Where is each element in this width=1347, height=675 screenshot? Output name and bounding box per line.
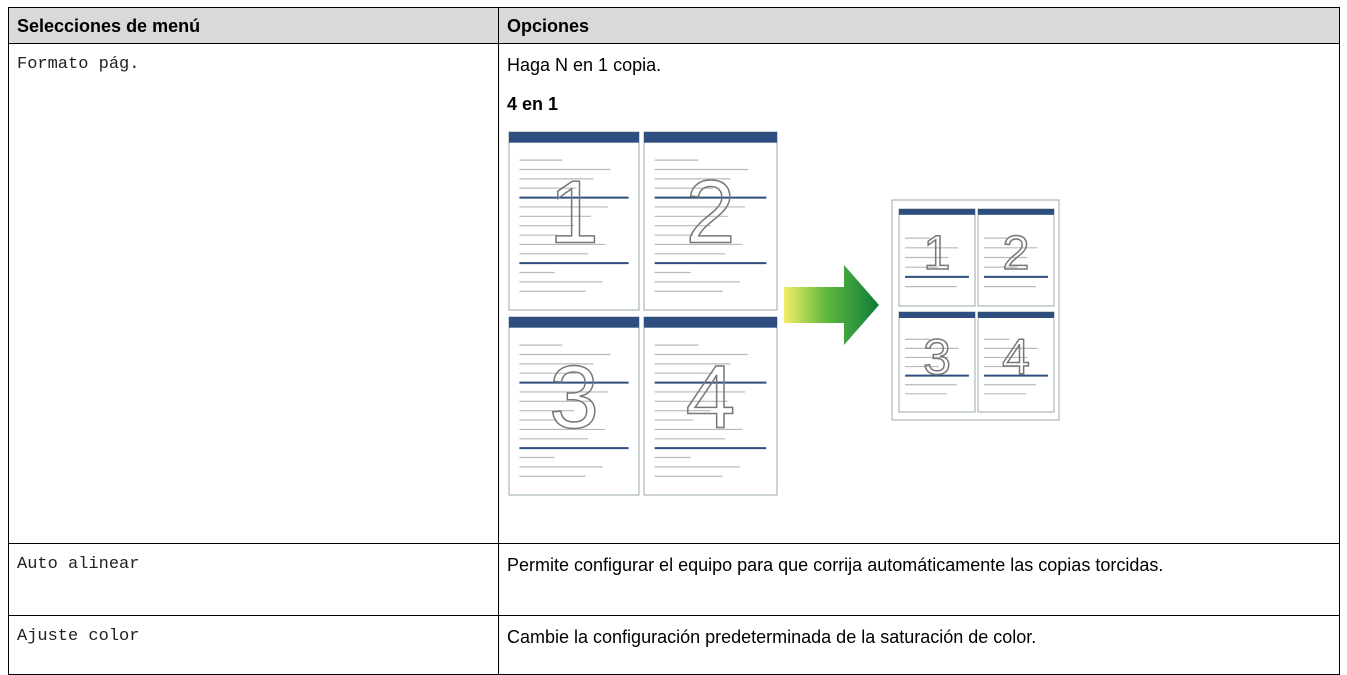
page-number: 4 xyxy=(1002,329,1030,385)
option-cell: Permite configurar el equipo para que co… xyxy=(498,543,1340,616)
illustration: 1 23 41 23 4 xyxy=(508,131,1060,496)
page-number: 2 xyxy=(686,161,736,261)
page xyxy=(643,316,778,496)
menu-cell: Formato pág. xyxy=(8,43,499,544)
page-header xyxy=(509,132,639,143)
page xyxy=(508,131,640,311)
page-number: 3 xyxy=(923,329,951,385)
option-cell: Cambie la configuración predeterminada d… xyxy=(498,615,1340,675)
subheading: 4 en 1 xyxy=(507,94,559,114)
page-header xyxy=(899,209,975,215)
arrow xyxy=(784,265,879,345)
description: Permite configurar el equipo para que co… xyxy=(507,555,1164,575)
table-row: Auto alinear Permite configurar el equip… xyxy=(8,543,1340,616)
description: Cambie la configuración predeterminada d… xyxy=(507,627,1037,647)
page xyxy=(643,131,778,311)
page-number: 4 xyxy=(686,346,736,446)
table-row: Ajuste color Cambie la configuración pre… xyxy=(8,615,1340,675)
page xyxy=(898,311,976,413)
page xyxy=(977,311,1055,413)
menu-cell: Auto alinear xyxy=(8,543,499,616)
page-header xyxy=(978,209,1054,215)
menu-table: Selecciones de menú Opciones Formato pág… xyxy=(8,7,1340,675)
page-header xyxy=(644,132,777,143)
page-header xyxy=(899,312,975,318)
header-row: Selecciones de menú Opciones xyxy=(8,7,1340,44)
page-number: 1 xyxy=(924,226,951,280)
page-number: 3 xyxy=(549,346,599,446)
header-cell: Selecciones de menú xyxy=(8,7,499,44)
description: Haga N en 1 copia. xyxy=(507,55,662,75)
page-number: 1 xyxy=(549,161,599,261)
header-cell: Opciones xyxy=(498,7,1340,44)
menu-cell: Ajuste color xyxy=(8,615,499,675)
page-header xyxy=(509,317,639,328)
page xyxy=(508,316,640,496)
page-number: 2 xyxy=(1003,226,1030,280)
page-header xyxy=(978,312,1054,318)
page-header xyxy=(644,317,777,328)
table-row: Formato pág. Haga N en 1 copia. 4 en 1 1… xyxy=(8,43,1340,544)
